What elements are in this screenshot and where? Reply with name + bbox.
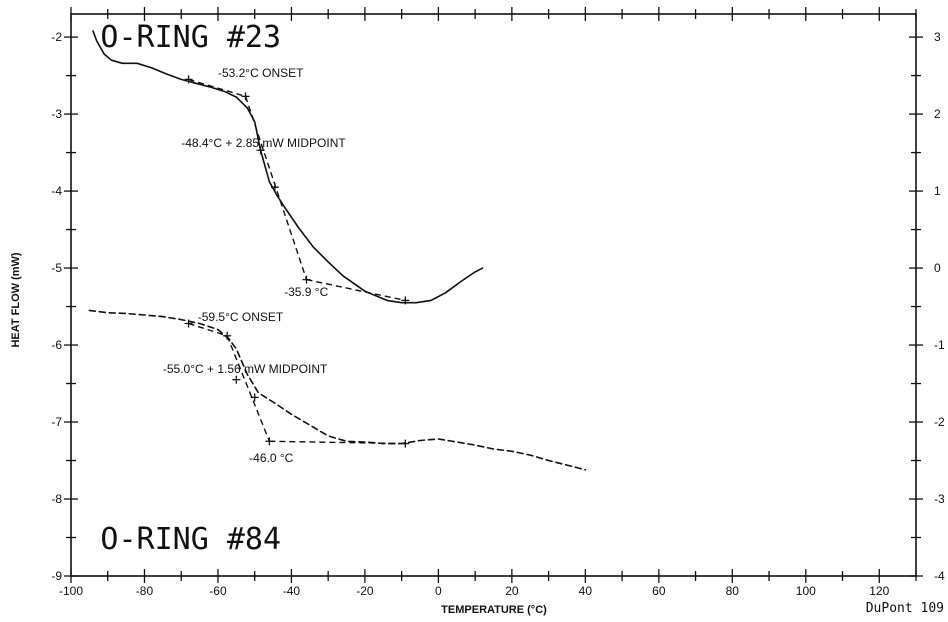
y2-tick-label: -2 (934, 415, 945, 429)
tangent-layer (188, 78, 406, 445)
ticks-layer: -100 -80 -60 -40 -20 0 20 40 60 80 100 120-9-8-7-6-… (51, 7, 945, 598)
x-tick-label: -80 (136, 584, 154, 598)
y-tick-label: -6 (51, 338, 62, 352)
y-axis-title: HEAT FLOW (mW) (10, 252, 22, 347)
plus-marker (241, 92, 250, 101)
tangent-line (244, 96, 308, 280)
annotation-label: -59.5°C ONSET (198, 310, 284, 324)
tangent-line (306, 278, 406, 302)
annotation-label: -48.4°C + 2.85 mW MIDPOINT (181, 136, 346, 150)
y-tick-label: -9 (51, 569, 62, 583)
plus-marker (232, 375, 241, 384)
y-tick-label: -3 (51, 107, 62, 121)
plus-marker (302, 275, 311, 284)
plus-marker (270, 183, 279, 192)
y-tick-label: -7 (51, 415, 62, 429)
plus-marker (250, 393, 259, 402)
y-tick-label: -2 (51, 30, 62, 44)
annotation-label: -46.0 °C (249, 451, 293, 465)
annotation-label: -53.2°C ONSET (218, 66, 304, 80)
x-tick-label: 80 (726, 584, 740, 598)
x-tick-label: -40 (283, 584, 301, 598)
tangent-line (188, 78, 246, 98)
plot-frame (70, 13, 917, 577)
y-tick-label: -4 (51, 184, 62, 198)
footer-label: DuPont 109 (866, 601, 944, 616)
x-tick-label: 100 (796, 584, 816, 598)
y2-tick-label: 3 (934, 30, 941, 44)
annotation-layer: -53.2°C ONSET -48.4°C + 2.85 mW MIDPOINT -… (163, 66, 347, 465)
x-tick-label: 0 (435, 584, 442, 598)
y2-tick-label: 2 (934, 107, 941, 121)
plus-marker (401, 296, 410, 305)
y-tick-label: -8 (51, 492, 62, 506)
plus-marker (265, 437, 274, 446)
x-axis-title: TEMPERATURE (°C) (441, 604, 547, 616)
y-tick-label: -5 (51, 261, 62, 275)
x-tick-label: 120 (869, 584, 889, 598)
y2-tick-label: 1 (934, 184, 941, 198)
marker-layer (184, 75, 410, 448)
tangent-line (269, 440, 406, 445)
x-tick-label: 20 (505, 584, 519, 598)
plus-marker (223, 331, 232, 340)
x-tick-label: -100 (59, 584, 83, 598)
plus-marker (184, 319, 193, 328)
series-layer (88, 30, 587, 471)
x-tick-label: 60 (652, 584, 666, 598)
x-tick-label: 40 (579, 584, 593, 598)
series-line-2 (88, 309, 587, 471)
annotation-label: -55.0°C + 1.56 mW MIDPOINT (163, 362, 328, 376)
y2-tick-label: -4 (934, 569, 945, 583)
plus-marker (401, 439, 410, 448)
y2-tick-label: -1 (934, 338, 945, 352)
y2-tick-label: -3 (934, 492, 945, 506)
y2-tick-label: 0 (934, 261, 941, 275)
tangent-line (188, 322, 228, 337)
series-title-label: O-RING #23 (100, 20, 281, 55)
x-tick-label: -20 (356, 584, 374, 598)
tangent-line (226, 335, 271, 442)
plus-marker (256, 146, 265, 155)
annotation-label: -35.9 °C (284, 285, 328, 299)
series-line-1 (92, 30, 484, 304)
label-layer: O-RING #23 O-RING #84 (100, 20, 281, 557)
x-tick-label: -60 (209, 584, 227, 598)
series-title-label: O-RING #84 (100, 522, 281, 557)
plus-marker (184, 75, 193, 84)
